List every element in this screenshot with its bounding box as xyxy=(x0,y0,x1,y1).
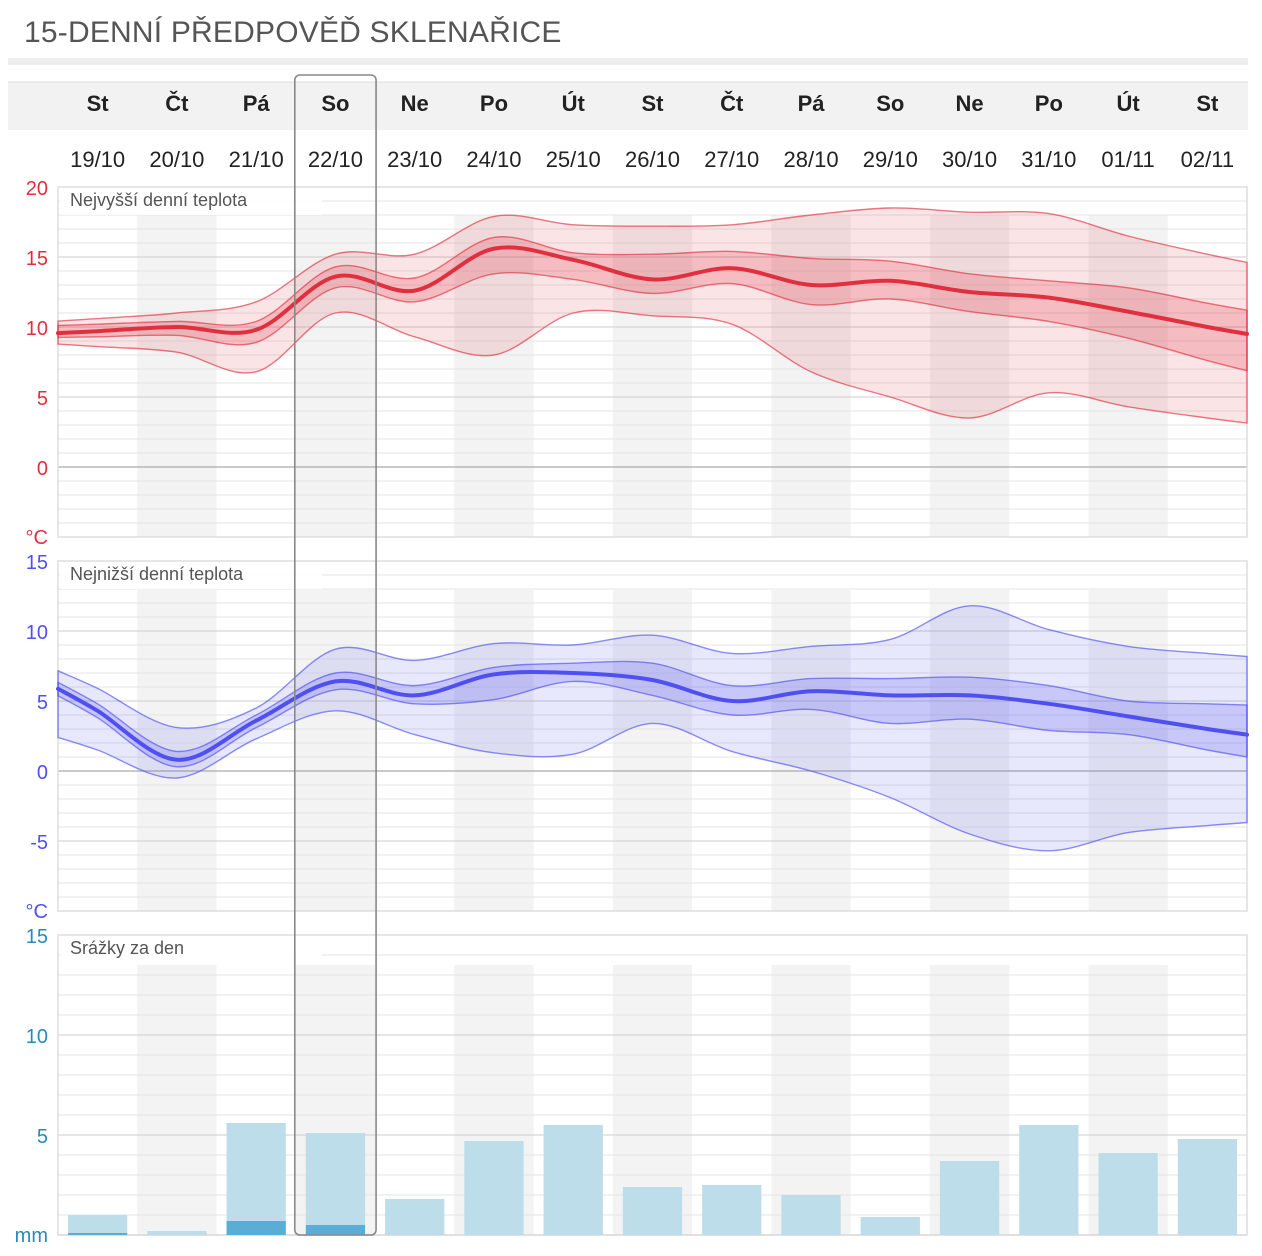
day-stripe xyxy=(771,965,851,1235)
panel-title: Nejnižší denní teplota xyxy=(70,564,244,584)
y-tick-label: 5 xyxy=(37,1126,48,1148)
day-stripe xyxy=(612,590,693,911)
precip-bar-expected xyxy=(68,1233,128,1235)
day-date: 26/10 xyxy=(625,147,680,172)
page-title: 15-DENNÍ PŘEDPOVĚĎ SKLENAŘICE xyxy=(24,16,562,49)
y-tick-label: 5 xyxy=(37,692,48,714)
day-date: 29/10 xyxy=(863,147,918,172)
day-name: St xyxy=(642,91,665,116)
precip-bar-max xyxy=(781,1195,841,1235)
precip-bar-max xyxy=(939,1161,1000,1235)
day-date: 23/10 xyxy=(387,147,442,172)
day-date: 24/10 xyxy=(466,147,521,172)
panel-title: Nejvyšší denní teplota xyxy=(70,190,248,210)
y-tick-label: 15 xyxy=(26,552,48,574)
day-stripe xyxy=(454,215,534,537)
day-date: 21/10 xyxy=(229,147,284,172)
day-date: 31/10 xyxy=(1021,147,1076,172)
day-name: St xyxy=(1196,91,1219,116)
y-tick-label: 10 xyxy=(26,622,48,644)
day-name: Po xyxy=(1035,91,1063,116)
y-tick-label: 5 xyxy=(37,388,48,410)
y-tick-label: 15 xyxy=(26,926,48,948)
day-name: Po xyxy=(480,91,508,116)
precip-bar-max xyxy=(464,1141,524,1235)
median-line xyxy=(56,245,1249,336)
precip-bar-max xyxy=(702,1185,762,1235)
day-date: 25/10 xyxy=(546,147,601,172)
day-date: 20/10 xyxy=(149,147,204,172)
selected-day-frame xyxy=(293,74,377,1236)
panel-2: Nejnižší denní teplota 15 10 5 0 -5 °C xyxy=(26,552,1249,923)
day-name: Pá xyxy=(243,91,271,116)
day-stripe xyxy=(929,590,1010,911)
panel-3: Srážky za den 15 10 5 mm xyxy=(15,926,1248,1247)
precip-bar-max xyxy=(1177,1139,1237,1235)
precip-bar-expected xyxy=(226,1221,286,1235)
day-stripe xyxy=(1088,590,1168,911)
y-tick-label: -5 xyxy=(30,832,48,854)
precip-bar-max xyxy=(543,1125,603,1235)
range-band-min-max xyxy=(57,605,1248,852)
precip-bar-max xyxy=(622,1187,683,1235)
precip-bar-max xyxy=(860,1217,920,1235)
day-name: Út xyxy=(562,91,586,116)
range-band-quartiles xyxy=(57,660,1248,768)
day-stripe xyxy=(1088,215,1168,537)
precip-bar-max xyxy=(1019,1125,1079,1235)
precip-bar-max xyxy=(305,1133,366,1235)
day-name: Pá xyxy=(798,91,826,116)
day-stripe xyxy=(137,965,217,1235)
precip-bar-max xyxy=(147,1231,207,1235)
selected-day-highlight[interactable] xyxy=(293,74,377,1236)
y-unit-label: mm xyxy=(15,1225,48,1247)
precip-bar-max xyxy=(1098,1153,1158,1235)
day-name: So xyxy=(321,91,349,116)
day-stripe xyxy=(771,215,851,537)
day-date: 01/11 xyxy=(1101,147,1154,172)
y-tick-label: 15 xyxy=(26,248,48,270)
day-name: Čt xyxy=(165,91,189,116)
day-date: 02/11 xyxy=(1181,147,1234,172)
title-divider xyxy=(8,58,1248,65)
chart-panels: Nejvyšší denní teplota20151050°CNejnižší… xyxy=(15,178,1249,1247)
y-tick-label: 10 xyxy=(26,1026,48,1048)
day-date: 19/10 xyxy=(70,147,125,172)
day-stripe xyxy=(612,215,693,537)
day-name: St xyxy=(87,91,110,116)
day-name: Út xyxy=(1116,91,1140,116)
day-name: Čt xyxy=(720,91,744,116)
day-stripe xyxy=(295,590,376,911)
day-date: 27/10 xyxy=(704,147,759,172)
day-header: St 19/10 Čt 20/10 Pá 21/10 So 22/10 Ne 23/10 Po 24/… xyxy=(8,81,1248,172)
y-tick-label: 20 xyxy=(26,178,48,200)
panel-title: Srážky za den xyxy=(70,938,184,958)
day-stripe xyxy=(137,215,217,537)
y-unit-label: °C xyxy=(26,527,48,549)
day-name: So xyxy=(876,91,904,116)
y-unit-label: °C xyxy=(26,901,48,923)
precip-bar-max xyxy=(385,1199,445,1235)
y-tick-label: 10 xyxy=(26,318,48,340)
median-line xyxy=(56,669,1249,762)
y-tick-label: 0 xyxy=(37,458,48,480)
range-band-quartiles xyxy=(57,236,1248,372)
day-name: Ne xyxy=(401,91,429,116)
precip-bar-expected xyxy=(305,1225,366,1235)
day-date: 22/10 xyxy=(308,147,363,172)
panel-1: Nejvyšší denní teplota 20 15 10 5 0 °C xyxy=(26,178,1249,549)
day-stripe xyxy=(929,215,1010,537)
range-band-min-max xyxy=(57,207,1248,424)
precip-bar-max xyxy=(226,1123,286,1235)
day-date: 30/10 xyxy=(942,147,997,172)
precip-bar-max xyxy=(68,1215,128,1235)
y-tick-label: 0 xyxy=(37,762,48,784)
day-stripe xyxy=(771,590,851,911)
day-name: Ne xyxy=(956,91,984,116)
day-date: 28/10 xyxy=(784,147,839,172)
